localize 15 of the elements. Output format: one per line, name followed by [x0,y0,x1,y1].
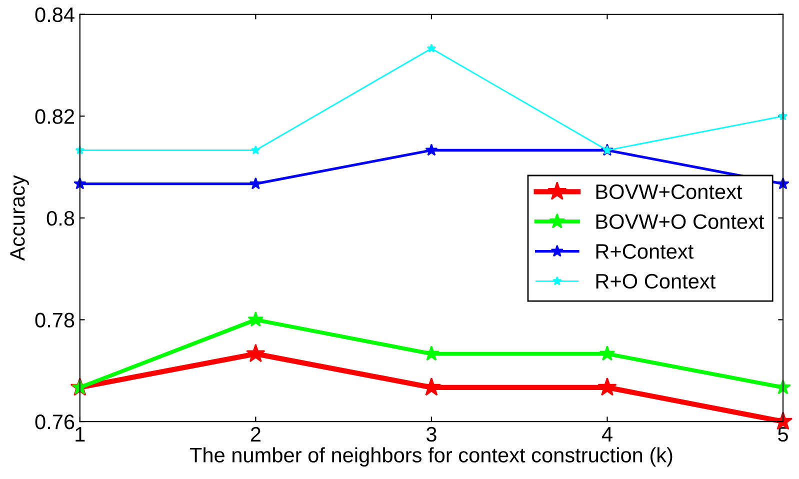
x-tick-label: 4 [602,427,612,442]
y-axis-title: Accuracy [10,175,29,261]
y-tick-label: 0.84 [35,7,74,22]
legend-label: BOVW+O Context [596,214,764,229]
y-tick-label: 0.82 [35,109,74,124]
legend-label: R+O Context [596,274,716,289]
x-tick-label: 3 [426,426,436,442]
legend-label: BOVW+Context [596,184,742,200]
x-tick-label: 2 [250,426,260,442]
legend-label: R+Context [596,244,694,259]
x-axis-title: The number of neighbors for context construction (k) [190,447,672,467]
y-tick-label: 0.8 [46,210,74,226]
y-tick-label: 0.76 [35,414,74,430]
y-tick-label: 0.78 [35,312,74,328]
x-tick-label: 1 [76,427,85,442]
